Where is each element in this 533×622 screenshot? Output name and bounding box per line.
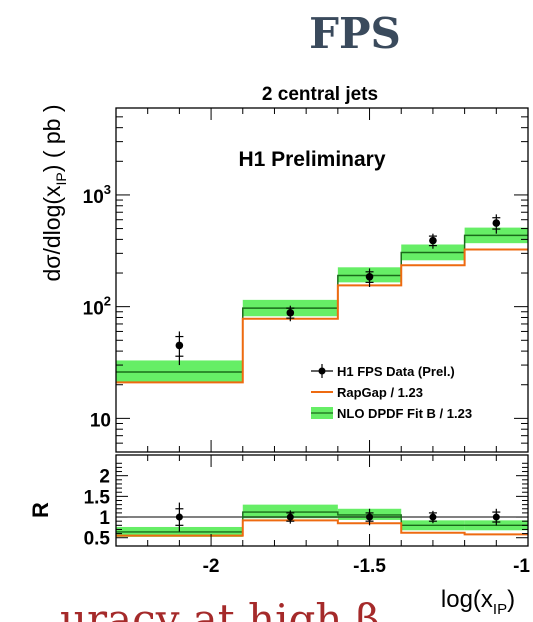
ratio-y-tick-label: 1 bbox=[99, 508, 110, 529]
ratio-axis-label: R bbox=[28, 502, 53, 518]
top-panel: 2 central jets 10 102 103 H1 Preliminary d… bbox=[39, 84, 529, 453]
data-point bbox=[286, 309, 295, 317]
top-frame bbox=[115, 107, 529, 453]
top-plot-area: 10 102 103 bbox=[83, 107, 529, 453]
x-tick-label: -1.5 bbox=[353, 556, 386, 577]
legend-marker-point bbox=[318, 367, 326, 375]
data-point bbox=[365, 273, 374, 281]
chart-title: 2 central jets bbox=[262, 84, 378, 105]
x-tick-label: -2 bbox=[203, 556, 220, 577]
page-heading: FPS bbox=[309, 9, 401, 58]
y-tick-label: 10 bbox=[90, 410, 111, 431]
legend: H1 FPS Data (Prel.) RapGap / 1.23 NLO DPDF… bbox=[311, 364, 472, 421]
ratio-data-point bbox=[175, 513, 183, 521]
caption-text: uracy at high β bbox=[60, 595, 380, 622]
ratio-panel: 0.511.52 -2 -1.5 -1 R log(xIP) bbox=[28, 454, 530, 618]
x-tick-label: -1 bbox=[513, 556, 530, 577]
ratio-data-point bbox=[429, 513, 437, 521]
data-point bbox=[492, 219, 501, 227]
legend-label: RapGap / 1.23 bbox=[337, 385, 423, 400]
legend-label: H1 FPS Data (Prel.) bbox=[337, 364, 455, 379]
ratio-y-tick-label: 1.5 bbox=[84, 487, 111, 508]
chart-annotation: H1 Preliminary bbox=[238, 148, 385, 171]
y-tick-label: 103 bbox=[83, 182, 111, 208]
ratio-data-point bbox=[366, 513, 374, 521]
x-axis-label: log(xIP) bbox=[441, 586, 515, 618]
legend-label: NLO DPDF Fit B / 1.23 bbox=[337, 406, 472, 421]
ratio-y-tick-label: 2 bbox=[99, 467, 110, 488]
ratio-data-point bbox=[492, 513, 500, 521]
y-tick-label: 102 bbox=[83, 294, 111, 320]
data-point bbox=[175, 341, 184, 350]
ratio-data-point bbox=[286, 513, 294, 521]
ratio-plot-area: 0.511.52 -2 -1.5 -1 bbox=[84, 454, 530, 577]
data-point bbox=[429, 236, 437, 245]
y-axis-label: dσ/dlog(xIP) ( pb ) bbox=[39, 105, 69, 282]
ratio-y-tick-label: 0.5 bbox=[84, 529, 111, 550]
